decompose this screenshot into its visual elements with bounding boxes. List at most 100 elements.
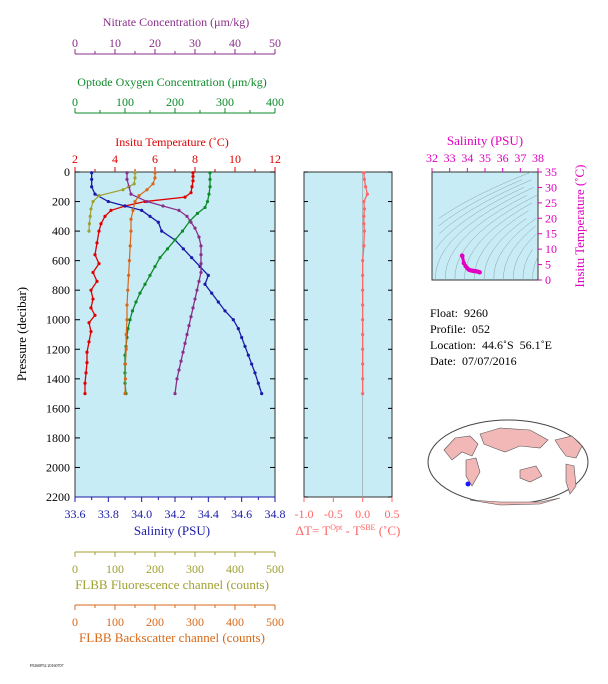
nitrate-axis-tick-label: 10 <box>109 36 121 50</box>
density-contour-line <box>483 218 527 281</box>
nitrate-profile-point <box>183 341 187 345</box>
fluorescence-axis-label: FLBB Fluorescence channel (counts) <box>75 577 269 592</box>
profile-info: Profile: 052 <box>430 322 490 336</box>
pressure-tick-label: 1400 <box>46 372 70 386</box>
fluorescence-profile-point <box>133 176 137 180</box>
backscatter-profile-point <box>153 176 157 180</box>
oxygen-axis-tick-label: 200 <box>166 95 184 109</box>
ts-series <box>459 253 482 275</box>
delta-t-label-superscript: Opt <box>330 523 343 532</box>
nitrate-profile-line <box>126 172 202 394</box>
delta-t-plot: -1.0 -0.5 0.0 0.5 ΔT= TOpt - TSBE (˚C) <box>295 171 400 538</box>
temperature-profile-point <box>95 241 99 245</box>
fluorescence-profile-point <box>133 171 137 175</box>
nitrate-profile-point <box>145 199 149 204</box>
oxygen-profile-point <box>134 300 138 304</box>
temperature-profile-point <box>189 191 193 195</box>
fluorescence-axis-tick-label: 400 <box>226 562 244 576</box>
oxygen-profile-point <box>207 192 211 196</box>
temperature-axis-tick-label: 6 <box>152 152 158 166</box>
oxygen-profile-point <box>195 211 200 215</box>
nitrate-axis-label: Nitrate Concentration (μm/kg) <box>103 15 249 29</box>
nitrate-profile-point <box>193 226 197 230</box>
ts-temperature-tick-label: 25 <box>545 196 557 210</box>
delta-t-point <box>362 222 366 226</box>
salinity-profile-point <box>90 171 94 175</box>
density-contour-line <box>522 249 533 281</box>
backscatter-axis-tick-label: 400 <box>226 615 244 629</box>
oxygen-profile-point <box>208 185 212 189</box>
density-contour-line <box>445 194 528 281</box>
backscatter-profile-point <box>124 347 128 351</box>
delta-t-point <box>362 229 367 233</box>
delta-t-point <box>364 185 368 189</box>
oxygen-profile-point <box>208 177 212 181</box>
float-location-marker <box>465 481 471 487</box>
backscatter-profile-line <box>124 172 156 394</box>
salinity-profile-point <box>231 318 235 322</box>
backscatter-profile-point <box>126 288 130 292</box>
oxygen-profile-point <box>148 273 152 278</box>
delta-t-series <box>304 171 392 498</box>
delta-t-point <box>362 171 366 175</box>
backscatter-axis-tick-label: 200 <box>146 615 164 629</box>
backscatter-profile-point <box>137 194 141 198</box>
oxygen-profile-point <box>203 205 207 210</box>
ts-temperature-tick-label: 30 <box>545 180 557 194</box>
nitrate-profile-point <box>189 220 193 224</box>
salinity-profile-point <box>140 208 144 213</box>
density-contours <box>435 171 539 281</box>
temperature-profile-point <box>84 371 88 375</box>
nitrate-profile-point <box>185 332 189 337</box>
temperature-profile-point <box>99 222 103 226</box>
pressure-tick-label: 1600 <box>46 401 70 415</box>
temperature-axis-label: Insitu Temperature (˚C) <box>115 135 229 149</box>
ts-temperature-tick-label: 10 <box>545 242 557 256</box>
temperature-profile-point <box>103 214 107 218</box>
backscatter-profile-point <box>123 362 127 366</box>
salinity-profile-point <box>240 335 244 340</box>
salinity-profile-point <box>243 344 247 348</box>
nitrate-profile-point <box>199 244 203 248</box>
salinity-profile-point <box>246 353 250 357</box>
salinity-profile-point <box>123 204 127 208</box>
oxygen-profile-point <box>173 238 177 242</box>
nitrate-profile-point <box>161 204 165 208</box>
fluorescence-profile-point <box>97 194 101 198</box>
nitrate-profile-point <box>179 359 183 363</box>
salinity-axis-tick-label: 33.8 <box>98 507 119 521</box>
temperature-profile-point <box>85 360 89 365</box>
ts-plot-area <box>431 171 539 281</box>
map-land <box>443 427 583 506</box>
nitrate-profile-point <box>181 350 185 354</box>
location-map <box>427 419 589 506</box>
oxygen-axis: Optode Oxygen Concentration (μm/kg) 0 100… <box>72 75 284 114</box>
ts-salinity-label: Salinity (PSU) <box>447 133 523 148</box>
temperature-profile-point <box>190 185 194 189</box>
delta-t-tick-label: 0.5 <box>385 507 400 521</box>
nitrate-profile-point <box>193 297 197 301</box>
salinity-axis-tick-label: 34.2 <box>165 507 186 521</box>
nitrate-profile-point <box>177 208 181 213</box>
ts-temperature-label: Insitu Temperature (˚C) <box>572 164 587 287</box>
density-contour-line <box>503 225 536 281</box>
delta-t-point <box>362 177 367 181</box>
salinity-profile-point <box>206 273 210 278</box>
profile-plot: 0 200 400 600 800 1000 1200 1400 1600 1800 2000 220… <box>14 165 286 538</box>
ts-salinity-tick-label: 32 <box>426 151 438 165</box>
ts-salinity-tick-label: 37 <box>514 151 526 165</box>
temperature-axis-tick-label: 10 <box>229 152 241 166</box>
profile-plot-area <box>74 171 276 498</box>
salinity-profile-point <box>256 381 260 385</box>
temperature-profile-point <box>97 229 101 233</box>
nitrate-axis: Nitrate Concentration (μm/kg) 0 10 20 30 40 5… <box>72 15 281 55</box>
salinity-profile-point <box>160 229 164 233</box>
fluorescence-profile-point <box>121 188 125 192</box>
salinity-profile-point <box>210 291 214 295</box>
fluorescence-axis-tick-label: 200 <box>146 562 164 576</box>
salinity-axis: 33.6 33.8 34.0 34.2 34.4 34.6 34.8 <box>65 496 286 521</box>
temperature-axis-tick-label: 8 <box>192 152 198 166</box>
pressure-tick-label: 0 <box>64 165 70 179</box>
oxygen-profile-point <box>158 256 162 260</box>
